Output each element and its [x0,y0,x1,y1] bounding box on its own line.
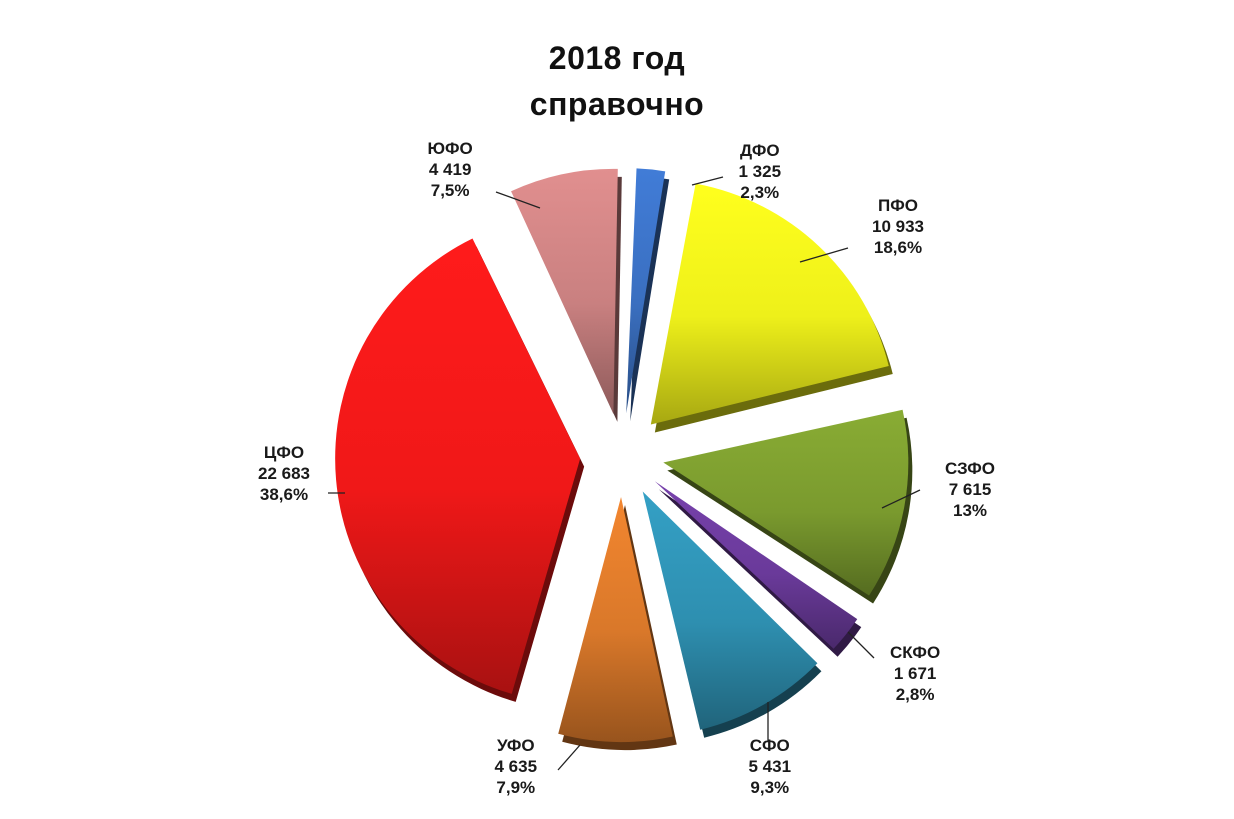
leader-line-6 [557,744,581,771]
slice-value: 4 419 [428,160,472,179]
pie-slice-4 [654,481,858,649]
slice-label-4: СКФО 1 671 2,8% [890,642,940,705]
pie-slice-2 [650,183,889,425]
slice-label-5: СФО 5 431 9,3% [749,735,792,798]
leader-line-3 [881,489,921,509]
slice-label-1: ДФО 1 325 2,3% [739,140,782,203]
slice-name: СФО [749,736,790,755]
slice-label-7: ЦФО 22 683 38,6% [258,442,310,505]
slice-percent: 2,8% [895,685,935,704]
slice-name: ЮФО [427,139,473,158]
slice-percent: 38,6% [259,485,309,504]
slice-value: 1 671 [893,664,937,683]
pie-slice-5 [642,491,818,730]
slice-value: 7 615 [948,480,992,499]
leader-line-2 [799,247,849,263]
slice-value: 10 933 [872,217,924,236]
slice-label-2: ПФО 10 933 18,6% [872,195,924,258]
pie-slice-6 [558,496,673,742]
slice-name: СЗФО [945,459,996,478]
slice-label-6: УФО 4 635 7,9% [495,735,538,798]
slice-name: УФО [496,736,535,755]
slice-percent: 18,6% [873,238,923,257]
slice-value: 4 635 [494,757,538,776]
leader-line-1 [691,176,724,186]
slice-label-3: СЗФО 7 615 13% [945,458,995,521]
slice-value: 1 325 [738,162,782,181]
slice-percent: 2,3% [740,183,780,202]
slice-name: СКФО [890,643,941,662]
slice-name: ДФО [739,141,780,160]
pie-slice-7 [335,238,581,694]
pie-slice-3 [663,409,909,596]
slice-label-8: ЮФО 4 419 7,5% [428,138,473,201]
leader-line-8 [495,191,541,209]
slice-percent: 9,3% [750,778,790,797]
slice-name: ПФО [878,196,918,215]
pie-slice-8 [511,168,618,414]
slice-name: ЦФО [263,443,305,462]
slice-percent: 7,5% [430,181,470,200]
slice-percent: 7,9% [496,778,536,797]
chart-title: 2018 год [548,40,686,76]
slice-value: 5 431 [748,757,792,776]
chart-subtitle: справочно [529,86,705,122]
slice-percent: 13% [952,501,988,520]
pie-slice-1 [626,168,666,414]
leader-line-4 [847,631,875,659]
slice-value: 22 683 [258,464,310,483]
